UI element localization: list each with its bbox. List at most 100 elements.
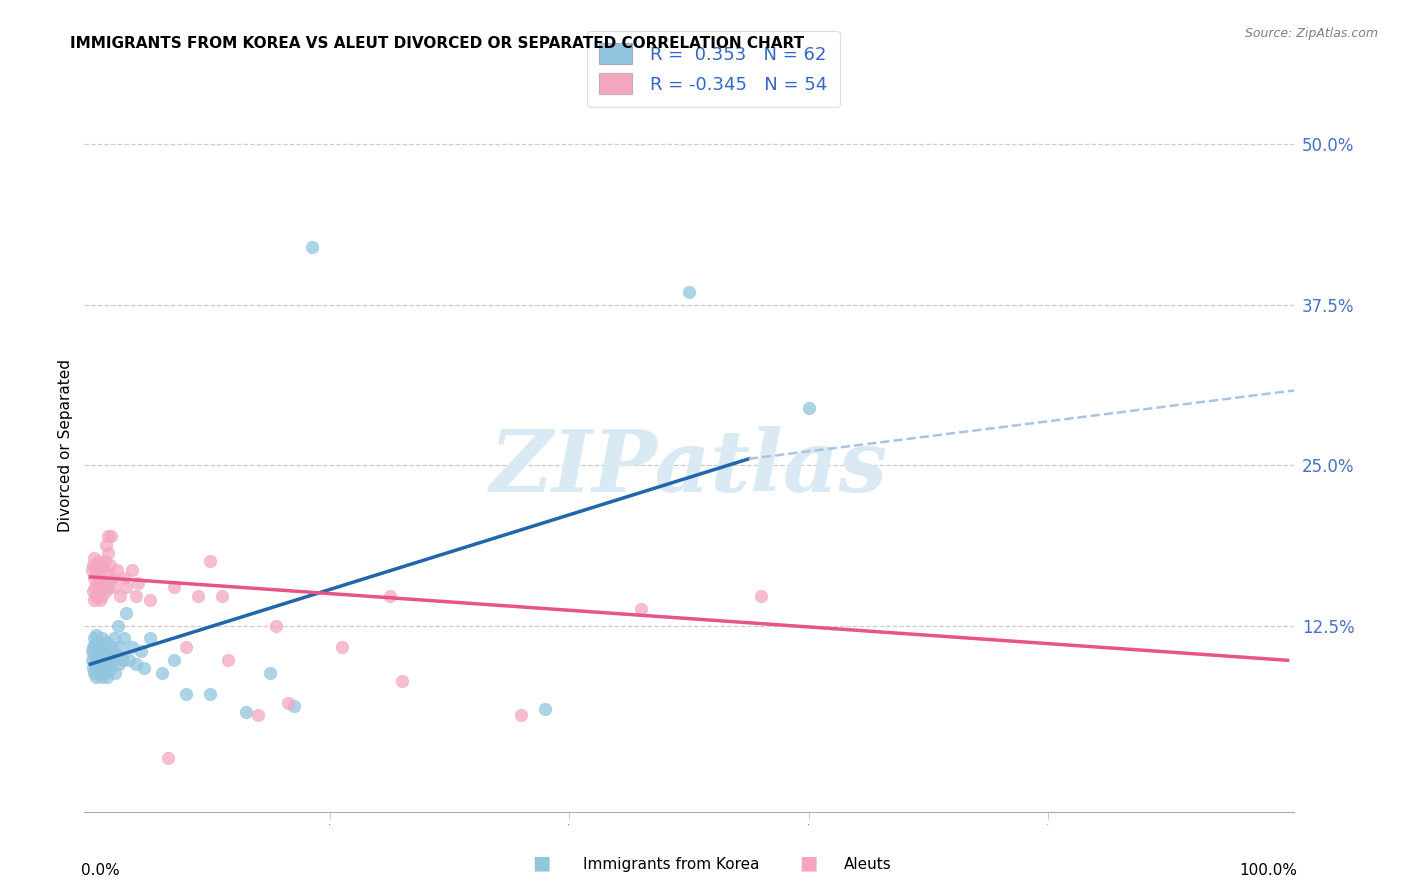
Point — [87, 564, 110, 578]
Point — [93, 661, 115, 675]
Point — [87, 653, 110, 667]
Point — [83, 666, 105, 681]
Point — [163, 580, 186, 594]
Point — [83, 571, 105, 585]
Point — [129, 644, 152, 658]
Point — [139, 593, 162, 607]
Point — [82, 558, 104, 573]
Point — [90, 580, 112, 594]
Point — [797, 401, 820, 415]
Point — [84, 580, 107, 594]
Point — [89, 666, 111, 681]
Point — [93, 554, 115, 568]
Point — [89, 571, 111, 585]
Point — [82, 640, 104, 655]
Point — [301, 240, 323, 254]
Point — [84, 638, 107, 652]
Point — [283, 699, 305, 714]
Point — [83, 550, 105, 565]
Point — [97, 545, 120, 559]
Point — [82, 584, 104, 599]
Point — [84, 561, 107, 575]
Point — [378, 589, 401, 603]
Point — [198, 554, 221, 568]
Point — [108, 657, 131, 672]
Point — [94, 635, 117, 649]
Point — [125, 589, 148, 603]
Point — [246, 708, 269, 723]
Point — [91, 561, 114, 575]
Point — [80, 653, 103, 667]
Point — [105, 648, 128, 662]
Point — [97, 529, 120, 543]
Point — [330, 640, 353, 655]
Point — [127, 576, 149, 591]
Point — [93, 648, 115, 662]
Point — [264, 618, 287, 632]
Point — [125, 657, 148, 672]
Y-axis label: Divorced or Separated: Divorced or Separated — [58, 359, 73, 533]
Text: ■: ■ — [531, 854, 551, 872]
Point — [510, 708, 533, 723]
Point — [83, 593, 105, 607]
Point — [111, 653, 134, 667]
Point — [187, 589, 209, 603]
Point — [91, 670, 114, 684]
Point — [83, 648, 105, 662]
Point — [98, 558, 121, 573]
Point — [174, 687, 197, 701]
Point — [86, 627, 108, 641]
Point — [94, 584, 117, 599]
Point — [97, 653, 120, 667]
Point — [211, 589, 233, 603]
Text: ■: ■ — [799, 854, 818, 872]
Point — [104, 666, 127, 681]
Point — [630, 602, 652, 616]
Point — [174, 640, 197, 655]
Point — [101, 571, 124, 585]
Point — [93, 644, 115, 658]
Point — [89, 648, 111, 662]
Point — [86, 589, 108, 603]
Point — [96, 567, 118, 582]
Point — [100, 661, 122, 675]
Text: IMMIGRANTS FROM KOREA VS ALEUT DIVORCED OR SEPARATED CORRELATION CHART: IMMIGRANTS FROM KOREA VS ALEUT DIVORCED … — [70, 36, 804, 51]
Point — [103, 632, 125, 646]
Point — [110, 640, 132, 655]
Text: 100.0%: 100.0% — [1239, 863, 1298, 878]
Point — [84, 657, 107, 672]
Point — [97, 580, 120, 594]
Point — [391, 673, 413, 688]
Point — [94, 657, 117, 672]
Point — [87, 635, 110, 649]
Point — [100, 529, 122, 543]
Point — [112, 571, 135, 585]
Point — [91, 589, 114, 603]
Text: Aleuts: Aleuts — [844, 857, 891, 872]
Point — [91, 632, 114, 646]
Point — [101, 653, 124, 667]
Point — [121, 640, 143, 655]
Point — [87, 584, 110, 599]
Point — [150, 666, 173, 681]
Text: 0.0%: 0.0% — [80, 863, 120, 878]
Point — [277, 696, 299, 710]
Point — [157, 751, 180, 765]
Point — [139, 632, 162, 646]
Point — [98, 644, 121, 658]
Point — [94, 538, 117, 552]
Legend: R =  0.353   N = 62, R = -0.345   N = 54: R = 0.353 N = 62, R = -0.345 N = 54 — [586, 31, 839, 107]
Point — [110, 589, 132, 603]
Point — [115, 606, 138, 620]
Point — [86, 650, 108, 665]
Point — [90, 640, 112, 655]
Point — [118, 653, 141, 667]
Point — [86, 576, 108, 591]
Point — [93, 576, 115, 591]
Point — [749, 589, 772, 603]
Point — [86, 644, 108, 658]
Point — [121, 564, 143, 578]
Point — [678, 285, 700, 299]
Point — [86, 567, 108, 582]
Text: ZIPatlas: ZIPatlas — [489, 426, 889, 509]
